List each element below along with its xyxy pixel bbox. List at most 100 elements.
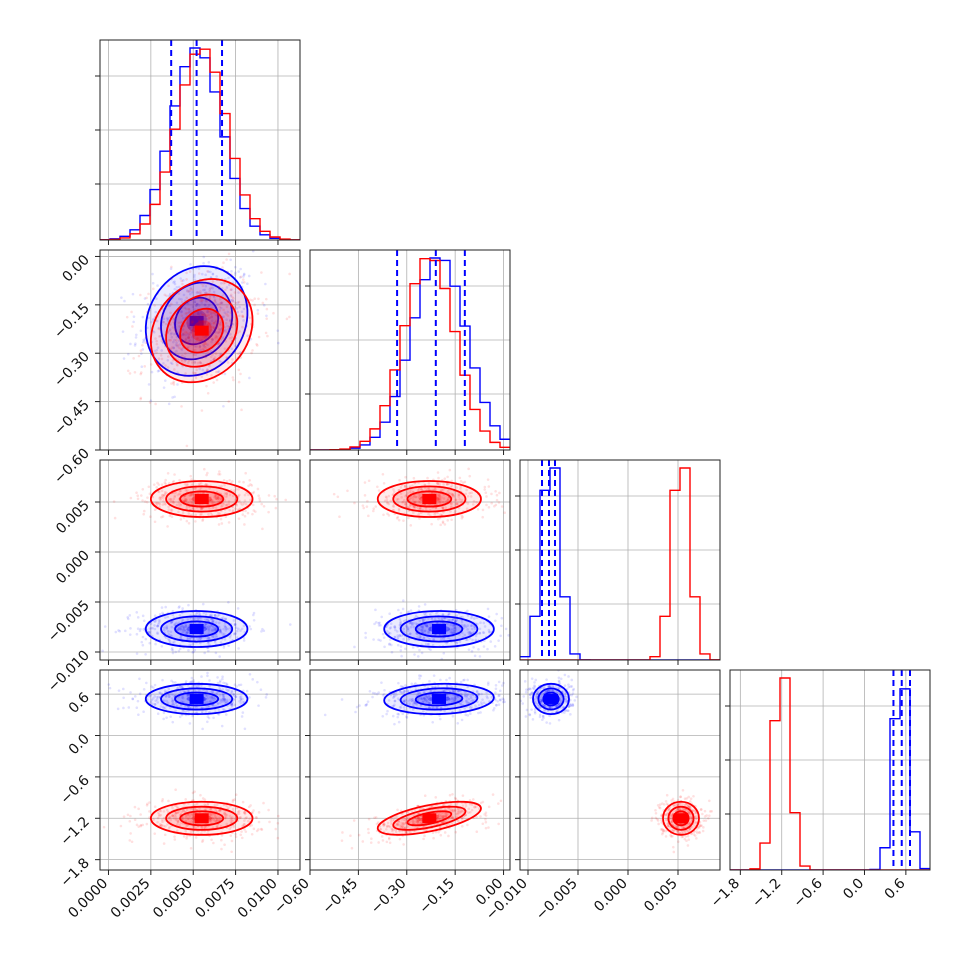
scatter-point: [469, 624, 473, 628]
scatter-point: [467, 648, 471, 651]
scatter-point: [234, 265, 237, 269]
scatter-point: [215, 378, 219, 382]
scatter-point: [450, 618, 454, 622]
scatter-point: [203, 623, 207, 626]
scatter-point: [186, 706, 190, 709]
scatter-point: [534, 695, 538, 698]
scatter-point: [157, 326, 161, 330]
scatter-point: [203, 282, 206, 285]
scatter-point: [214, 651, 218, 655]
scatter-point: [264, 282, 267, 286]
scatter-point: [161, 494, 165, 497]
scatter-point: [445, 483, 449, 486]
scatter-point: [229, 258, 232, 262]
scatter-point: [239, 695, 243, 698]
scatter-point: [156, 624, 160, 628]
scatter-point: [418, 500, 422, 504]
scatter-point: [129, 342, 132, 346]
scatter-point: [191, 507, 195, 511]
scatter-point: [222, 502, 225, 506]
scatter-point: [408, 504, 412, 508]
scatter-point: [187, 649, 190, 652]
scatter-point: [210, 628, 214, 631]
scatter-point: [160, 515, 163, 519]
scatter-point: [417, 696, 421, 700]
scatter-point: [211, 635, 215, 638]
scatter-point: [230, 704, 234, 707]
scatter-point: [364, 704, 367, 707]
scatter-point: [487, 615, 491, 618]
scatter-point: [377, 489, 381, 492]
panel-frame: [99, 249, 301, 451]
scatter-point: [459, 703, 463, 706]
scatter-point: [190, 335, 194, 339]
scatter-point: [431, 831, 435, 835]
scatter-point: [206, 715, 210, 718]
scatter-point: [410, 699, 413, 702]
scatter-point: [191, 493, 194, 496]
scatter-point: [424, 700, 428, 703]
scatter-point: [164, 503, 167, 506]
scatter-point: [137, 713, 140, 717]
scatter-point: [210, 374, 213, 377]
scatter-point: [147, 292, 150, 296]
scatter-point: [161, 315, 165, 318]
scatter-point: [495, 493, 499, 497]
scatter-point: [141, 614, 145, 618]
x-tick-label: 0.0050: [150, 876, 196, 922]
scatter-point: [399, 684, 403, 688]
scatter-point: [170, 697, 174, 700]
scatter-point: [473, 625, 476, 629]
scatter-point: [397, 681, 400, 685]
scatter-point: [202, 261, 205, 265]
scatter-point: [437, 499, 441, 503]
scatter-point: [202, 288, 205, 292]
scatter-point: [184, 819, 188, 823]
scatter-point: [199, 361, 202, 365]
density-peak: [189, 624, 204, 634]
scatter-point: [177, 628, 180, 631]
scatter-point: [170, 515, 174, 519]
scatter-point: [450, 518, 453, 522]
scatter-point: [427, 486, 431, 490]
scatter-point: [424, 698, 427, 702]
scatter-point: [390, 822, 393, 826]
scatter-point: [481, 800, 485, 804]
scatter-point: [404, 647, 407, 651]
scatter-point: [194, 826, 197, 829]
scatter-point: [428, 491, 432, 495]
scatter-point: [388, 631, 392, 635]
scatter-point: [398, 478, 401, 482]
scatter-point: [409, 503, 412, 507]
scatter-point: [212, 290, 216, 294]
scatter-point: [444, 500, 448, 504]
scatter-point: [367, 817, 371, 821]
scatter-point: [193, 348, 197, 352]
scatter-point: [206, 391, 210, 395]
scatter-point: [223, 483, 226, 487]
scatter-point: [117, 689, 121, 692]
scatter-point: [221, 708, 225, 711]
scatter-point: [466, 678, 469, 682]
scatter-point: [380, 615, 384, 619]
scatter-point: [129, 496, 133, 500]
scatter-point: [455, 502, 458, 506]
scatter-point: [464, 691, 467, 694]
scatter-point: [194, 376, 198, 380]
scatter-point: [205, 314, 209, 317]
scatter-point: [411, 698, 415, 701]
scatter-point: [168, 693, 171, 697]
scatter-point: [201, 518, 205, 521]
scatter-point: [168, 825, 171, 829]
scatter-point: [184, 625, 188, 628]
scatter-point: [244, 502, 248, 506]
scatter-point: [477, 703, 481, 707]
scatter-point: [533, 697, 537, 701]
scatter-point: [473, 805, 476, 809]
scatter-point: [454, 509, 457, 513]
scatter-point: [149, 626, 153, 630]
scatter-point: [128, 614, 132, 617]
scatter-point: [249, 627, 253, 631]
scatter-point: [481, 698, 484, 701]
scatter-point: [238, 816, 241, 820]
